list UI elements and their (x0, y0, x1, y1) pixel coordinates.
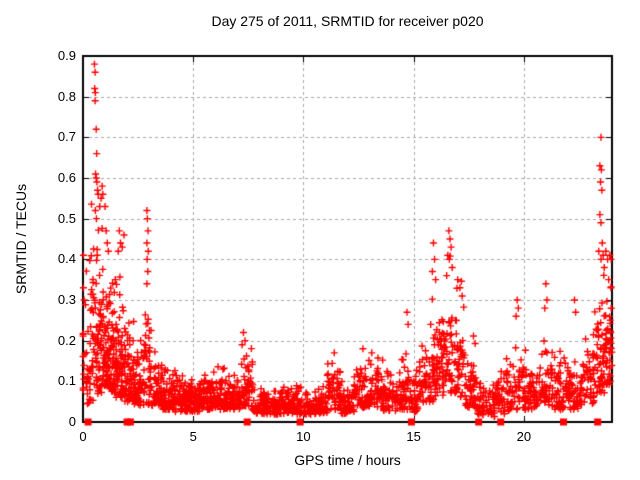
y-tick-label: 0.3 (57, 292, 76, 307)
y-tick-label: 0.9 (57, 48, 76, 63)
x-tick-label: 20 (516, 429, 532, 444)
chart-title: Day 275 of 2011, SRMTID for receiver p02… (211, 13, 484, 29)
y-tick-label: 0.5 (57, 210, 76, 226)
y-axis-title: SRMTID / TECUs (13, 183, 29, 295)
y-tick-label: 0.7 (57, 129, 76, 145)
x-tick-label: 10 (296, 429, 311, 444)
y-tick-label: 0.8 (57, 88, 76, 104)
y-tick-label: 0.4 (57, 251, 76, 267)
y-tick-label: 0 (68, 414, 76, 429)
x-tick-label: 0 (79, 429, 87, 444)
y-tick-label: 0.1 (57, 373, 76, 389)
y-tick-label: 0.2 (57, 332, 76, 348)
x-tick-label: 15 (406, 429, 421, 444)
y-tick-label: 0.6 (57, 170, 76, 185)
x-axis-title: GPS time / hours (294, 452, 401, 468)
x-tick-label: 5 (189, 429, 197, 444)
